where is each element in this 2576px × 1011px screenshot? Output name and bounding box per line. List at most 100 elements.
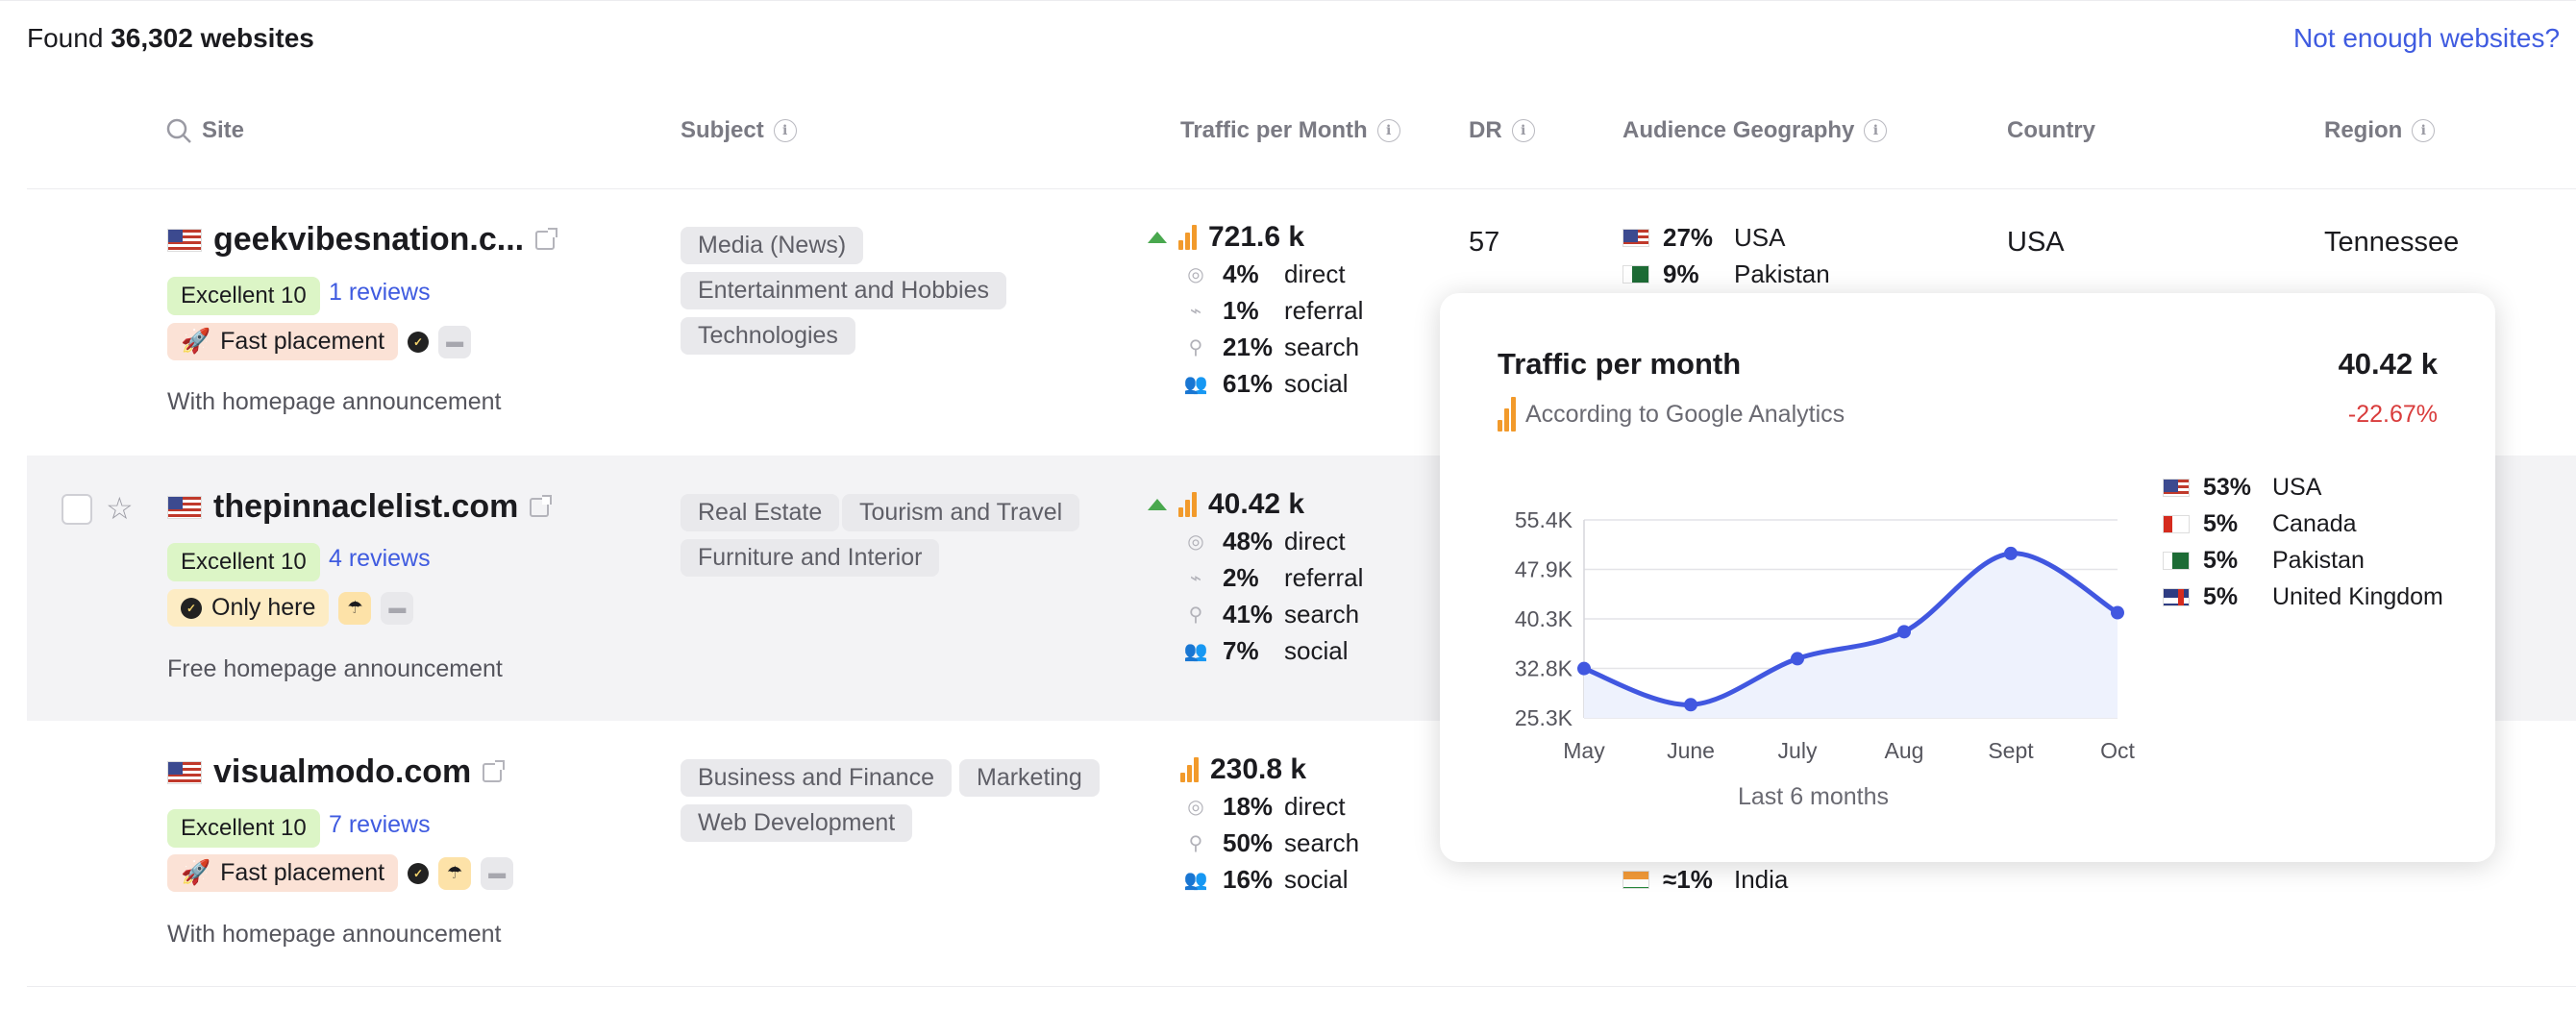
site-name-link[interactable]: thepinnaclelist.com xyxy=(167,488,553,526)
column-header-country[interactable]: Country xyxy=(2007,117,2095,144)
traffic-line-chart: 55.4K 47.9K 40.3K 32.8K 25.3K May June July Aug S… xyxy=(1515,507,2136,763)
geo-row: ≈1% India xyxy=(1622,865,1788,895)
column-header-label: Audience Geography xyxy=(1622,117,1855,143)
announcement-text: With homepage announcement xyxy=(167,388,502,415)
site-name-link[interactable]: geekvibesnation.c... xyxy=(167,221,558,259)
usa-flag-icon xyxy=(167,495,202,519)
column-header-geography[interactable]: Audience Geography i xyxy=(1622,117,1888,144)
info-icon[interactable]: i xyxy=(773,119,797,142)
popup-geo-row: 53% USA xyxy=(2163,474,2321,502)
traffic-breakdown-row: ⚲ 50% search xyxy=(1184,828,1359,858)
subject-tag: Furniture and Interior xyxy=(681,539,940,577)
traffic-total[interactable]: 230.8 k xyxy=(1180,753,1306,786)
popup-period: Last 6 months xyxy=(1738,783,1890,810)
column-header-label: Country xyxy=(2007,117,2095,143)
external-link-icon[interactable] xyxy=(535,227,558,250)
placement-badges: 🚀 Fast placement ✓ ▬ xyxy=(167,323,472,360)
target-icon: ◎ xyxy=(1187,797,1204,818)
info-icon[interactable]: i xyxy=(2412,119,2436,142)
star-icon[interactable]: ☆ xyxy=(106,491,134,526)
traffic-breakdown-row: ◎ 4% direct xyxy=(1184,259,1345,289)
traffic-bars-icon xyxy=(1180,757,1199,782)
row-select-checkbox[interactable] xyxy=(62,494,92,525)
column-header-subject[interactable]: Subject i xyxy=(681,117,797,144)
traffic-breakdown-row: 👥 16% social xyxy=(1183,865,1349,894)
column-header-traffic[interactable]: Traffic per Month i xyxy=(1180,117,1400,144)
traffic-value: 721.6 k xyxy=(1208,221,1305,253)
pakistan-flag-icon xyxy=(2163,552,2190,570)
fast-placement-badge: 🚀 Fast placement xyxy=(167,323,399,360)
verified-icon: ✓ xyxy=(408,331,430,353)
header-divider xyxy=(27,188,2576,189)
column-header-label: Site xyxy=(202,117,245,143)
reviews-link[interactable]: 1 reviews xyxy=(329,279,431,306)
india-flag-icon xyxy=(1622,871,1649,889)
popup-geo-row: 5% Pakistan xyxy=(2163,547,2365,575)
subject-tag: Business and Finance xyxy=(681,759,952,797)
chart-data-point xyxy=(2004,546,2018,560)
usa-flag-icon xyxy=(167,228,202,252)
rating-badge: Excellent 10 xyxy=(167,277,320,315)
chart-xtick-label: June xyxy=(1667,738,1715,763)
not-enough-websites-link[interactable]: Not enough websites? xyxy=(2293,23,2561,53)
umbrella-icon: ☂ xyxy=(338,591,372,625)
placement-badges: ✓ Only here ☂ ▬ xyxy=(167,589,414,627)
info-icon[interactable]: i xyxy=(1511,119,1535,142)
placement-label: Fast placement xyxy=(220,859,385,886)
external-link-icon[interactable] xyxy=(483,759,506,782)
chart-ytick-label: 47.9K xyxy=(1515,557,1573,582)
chart-data-point xyxy=(1577,661,1591,676)
subject-tag: Media (News) xyxy=(681,227,864,264)
dr-value: 57 xyxy=(1469,227,1500,258)
traffic-breakdown-row: ⌁ 1% referral xyxy=(1184,296,1363,326)
only-here-badge: ✓ Only here xyxy=(167,589,330,627)
reviews-link[interactable]: 4 reviews xyxy=(329,545,431,572)
column-header-label: Subject xyxy=(681,117,764,143)
geo-row: 27% USA xyxy=(1622,223,1785,253)
column-header-label: DR xyxy=(1469,117,1502,143)
chart-data-point xyxy=(1897,625,1911,639)
usa-flag-icon xyxy=(1622,229,1649,247)
popup-geo-row: 5% Canada xyxy=(2163,510,2357,538)
traffic-total[interactable]: 40.42 k xyxy=(1148,488,1304,521)
chart-series-line xyxy=(1583,551,2119,707)
pakistan-flag-icon xyxy=(1622,265,1649,284)
site-name: visualmodo.com xyxy=(213,753,472,790)
chart-ytick-label: 25.3K xyxy=(1515,705,1573,730)
top-divider xyxy=(0,0,2576,1)
external-link-icon[interactable] xyxy=(530,494,553,517)
popup-source: According to Google Analytics xyxy=(1498,397,1845,432)
column-header-label: Traffic per Month xyxy=(1180,117,1368,143)
comment-icon[interactable]: ▬ xyxy=(381,591,414,625)
rocket-icon: 🚀 xyxy=(181,328,211,355)
traffic-breakdown-row: ⌁ 2% referral xyxy=(1184,563,1363,593)
popup-change: -22.67% xyxy=(2347,401,2438,428)
comment-icon[interactable]: ▬ xyxy=(438,325,472,358)
info-icon[interactable]: i xyxy=(1864,119,1888,142)
users-icon: 👥 xyxy=(1183,374,1208,395)
traffic-breakdown-row: ◎ 48% direct xyxy=(1184,527,1345,556)
rating-badge: Excellent 10 xyxy=(167,809,320,848)
subject-tag: Entertainment and Hobbies xyxy=(681,272,1006,309)
subject-tag: Marketing xyxy=(959,759,1100,797)
site-name-link[interactable]: visualmodo.com xyxy=(167,753,506,791)
subject-tag: Technologies xyxy=(681,317,855,355)
canada-flag-icon xyxy=(2163,515,2190,533)
reviews-link[interactable]: 7 reviews xyxy=(329,811,431,838)
column-header-label: Region xyxy=(2324,117,2403,143)
search-icon xyxy=(166,118,191,143)
column-header-site[interactable]: Site xyxy=(165,117,244,144)
chart-data-point xyxy=(2111,605,2124,620)
info-icon[interactable]: i xyxy=(1376,119,1400,142)
chart-xtick-label: Aug xyxy=(1885,738,1924,763)
fast-placement-badge: 🚀 Fast placement xyxy=(167,854,399,892)
column-header-region[interactable]: Region i xyxy=(2324,117,2436,144)
target-icon: ◎ xyxy=(1187,531,1204,553)
traffic-total[interactable]: 721.6 k xyxy=(1148,221,1304,254)
trend-up-icon xyxy=(1148,499,1167,510)
column-header-dr[interactable]: DR i xyxy=(1469,117,1535,144)
traffic-popup: Traffic per month 40.42 k -22.67% Accord… xyxy=(1440,293,2495,862)
popup-title: Traffic per month xyxy=(1498,347,1742,381)
comment-icon[interactable]: ▬ xyxy=(481,856,514,890)
link-icon: ⌁ xyxy=(1189,301,1202,322)
